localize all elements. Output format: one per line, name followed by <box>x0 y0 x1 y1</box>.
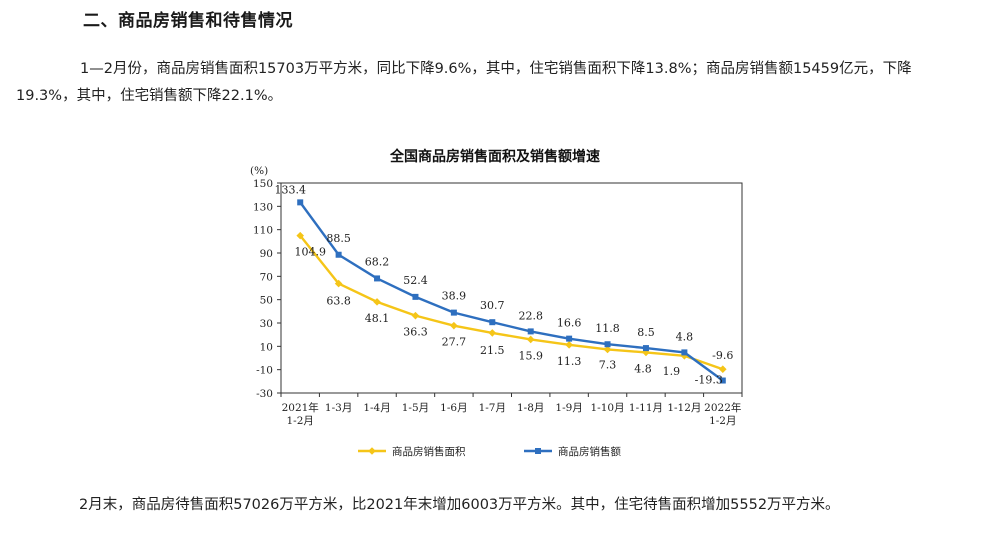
data-label: 27.7 <box>442 336 467 349</box>
series-line-1 <box>299 201 724 382</box>
y-tick-label: 150 <box>253 178 273 190</box>
data-label: 36.3 <box>403 326 428 339</box>
x-tick-label: 1-12月 <box>667 402 701 414</box>
data-label: 7.3 <box>599 358 617 371</box>
y-tick-label: -10 <box>256 365 273 377</box>
x-tick-label: 2022年 <box>704 401 741 414</box>
y-tick-label: 30 <box>260 318 273 330</box>
x-tick-label: 1-9月 <box>555 402 582 414</box>
data-label: 11.3 <box>557 355 582 368</box>
data-point <box>374 275 381 282</box>
data-point <box>411 311 420 320</box>
data-label: 4.8 <box>634 362 652 375</box>
y-tick-label: 50 <box>260 295 273 307</box>
paragraph-sales: 1—2月份，商品房销售面积15703万平方米，同比下降9.6%，其中，住宅销售面… <box>16 61 912 104</box>
data-point <box>488 329 497 337</box>
legend-marker <box>368 447 376 455</box>
data-label: 38.9 <box>442 290 467 303</box>
chart-svg: (%)-30-1010305070901101301502021年1-2月1-3… <box>250 165 743 458</box>
y-axis-unit: (%) <box>250 165 268 177</box>
y-tick-label: -30 <box>256 388 273 400</box>
y-tick-label: 10 <box>260 341 273 353</box>
data-label: 1.9 <box>663 365 681 378</box>
data-label: 15.9 <box>518 349 543 362</box>
data-point <box>642 345 649 352</box>
data-point <box>297 199 304 206</box>
chart-title: 全国商品房销售面积及销售额增速 <box>390 149 600 165</box>
data-point <box>566 335 573 342</box>
series-line-0 <box>299 234 724 371</box>
data-label: 30.7 <box>480 299 505 312</box>
section-heading: 二、商品房销售和待售情况 <box>83 11 293 31</box>
data-label: 63.8 <box>326 295 351 308</box>
x-tick-label: 1-7月 <box>479 402 506 414</box>
data-label: 133.4 <box>274 183 306 196</box>
data-point <box>412 293 419 300</box>
x-tick-label: 1-6月 <box>440 402 467 414</box>
data-point <box>450 309 457 316</box>
data-point <box>334 279 343 288</box>
data-point <box>718 365 727 373</box>
x-tick-label: 1-11月 <box>629 402 663 414</box>
data-label: 4.8 <box>676 330 694 343</box>
data-point <box>527 328 534 335</box>
data-point <box>603 345 612 354</box>
data-label: 88.5 <box>326 232 351 245</box>
legend-label: 商品房销售额 <box>558 445 621 458</box>
data-point <box>296 231 305 240</box>
paragraph-inventory: 2月末，商品房待售面积57026万平方米，比2021年末增加6003万平方米。其… <box>79 497 840 513</box>
data-point <box>604 341 611 348</box>
data-point <box>373 298 381 306</box>
x-tick-label: 1-8月 <box>517 402 544 414</box>
data-label: 68.2 <box>365 255 390 268</box>
legend-label: 商品房销售面积 <box>392 445 466 458</box>
x-tick-label: 1-2月 <box>709 415 736 427</box>
legend-marker <box>535 448 541 454</box>
x-tick-label: 2021年 <box>282 401 319 414</box>
data-label: 52.4 <box>403 274 428 287</box>
chart: 全国商品房销售面积及销售额增速 (%) -30 -10 10 30 50 70 90 110 13… <box>230 132 760 472</box>
x-tick-label: 1-4月 <box>363 402 390 414</box>
data-label: 21.5 <box>480 344 505 357</box>
data-label: 104.9 <box>294 246 326 259</box>
data-point <box>450 321 458 330</box>
data-point <box>719 377 726 384</box>
y-tick-label: 110 <box>253 225 273 237</box>
data-label: 8.5 <box>637 326 655 339</box>
data-point <box>489 319 496 326</box>
y-tick-label: 90 <box>260 248 273 260</box>
data-label: 11.8 <box>595 322 620 335</box>
data-point <box>335 251 342 258</box>
x-tick-label: 1-10月 <box>590 402 624 414</box>
data-label: 48.1 <box>365 312 390 325</box>
data-point <box>526 335 535 344</box>
data-label: 16.6 <box>557 317 582 330</box>
x-tick-label: 1-3月 <box>325 402 352 414</box>
data-label: 22.8 <box>518 309 543 322</box>
y-tick-label: 130 <box>253 201 273 213</box>
y-tick-label: 70 <box>260 271 273 283</box>
data-point <box>681 349 688 356</box>
data-point <box>565 341 573 349</box>
x-tick-label: 1-5月 <box>402 402 429 414</box>
x-tick-label: 1-2月 <box>286 415 313 427</box>
data-label: -19.3 <box>695 374 723 387</box>
data-label: -9.6 <box>712 349 733 362</box>
